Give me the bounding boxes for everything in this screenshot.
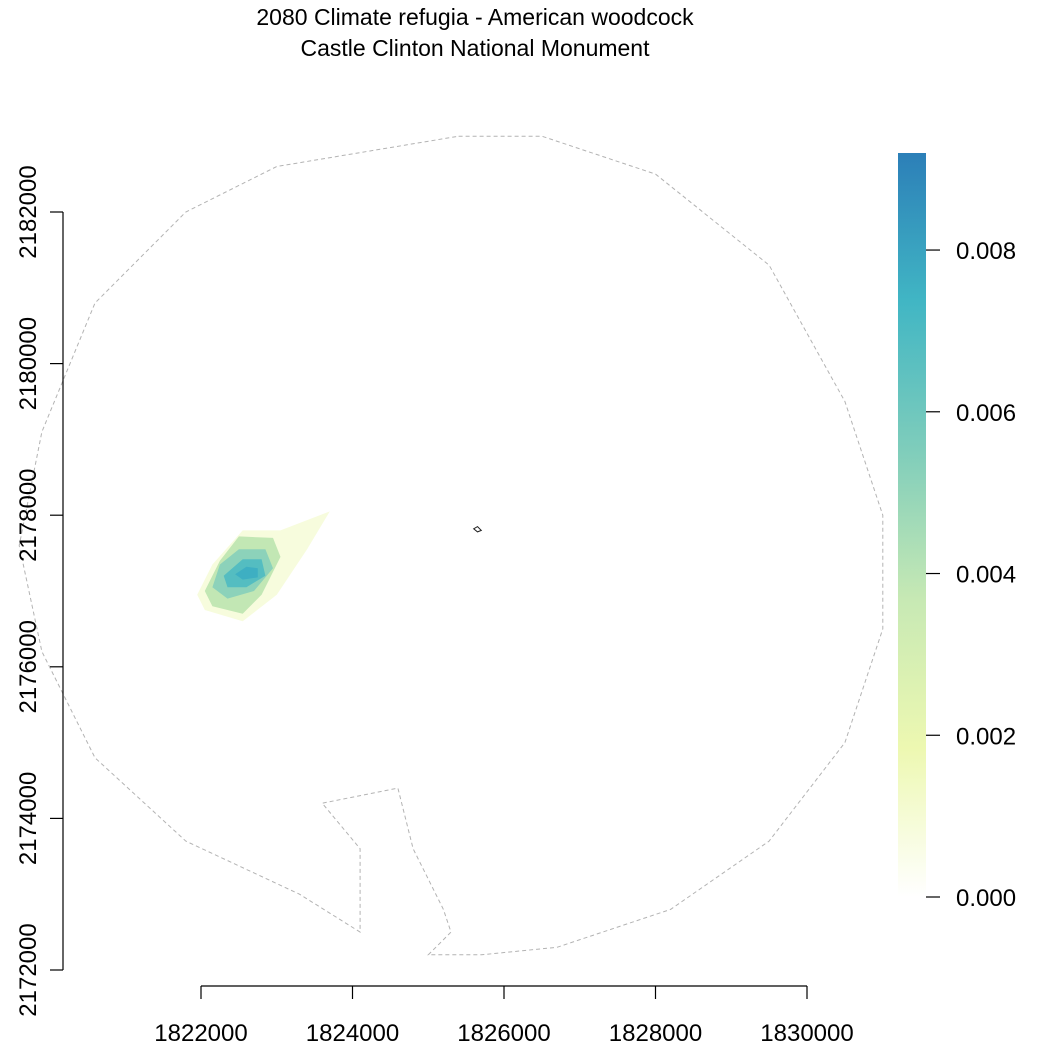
x-tick-label: 1822000 bbox=[154, 1020, 247, 1047]
legend-tick-label: 0.002 bbox=[956, 723, 1016, 750]
color-legend: 0.000 0.002 0.004 0.006 0.008 bbox=[898, 153, 1016, 912]
y-tick-label: 2176000 bbox=[15, 620, 42, 713]
legend-tick-label: 0.000 bbox=[956, 885, 1016, 912]
x-axis: 1822000 1824000 1826000 1828000 1830000 bbox=[154, 985, 854, 1047]
y-axis: 2172000 2174000 2176000 2178000 2180000 21820… bbox=[15, 165, 64, 1017]
legend-tick-label: 0.004 bbox=[956, 562, 1016, 589]
refugia-zone-5 bbox=[235, 566, 258, 580]
y-tick-label: 2182000 bbox=[15, 165, 42, 258]
chart-title: 2080 Climate refugia - American woodcock bbox=[256, 4, 694, 30]
x-tick-label: 1824000 bbox=[306, 1020, 399, 1047]
buffer-boundary bbox=[18, 135, 884, 956]
y-tick-label: 2174000 bbox=[15, 772, 42, 865]
park-boundary bbox=[472, 525, 483, 533]
y-tick-label: 2172000 bbox=[15, 923, 42, 1016]
plot-area bbox=[18, 135, 884, 956]
x-ticks: 1822000 1824000 1826000 1828000 1830000 bbox=[154, 986, 854, 1047]
x-tick-label: 1830000 bbox=[760, 1020, 853, 1047]
legend-colorbar bbox=[898, 153, 926, 897]
legend-tick-label: 0.006 bbox=[956, 400, 1016, 427]
refugia-layer bbox=[197, 511, 330, 622]
y-ticks: 2172000 2174000 2176000 2178000 2180000 21820… bbox=[15, 165, 63, 1017]
y-tick-label: 2178000 bbox=[15, 468, 42, 561]
y-tick-label: 2180000 bbox=[15, 317, 42, 410]
chart-subtitle: Castle Clinton National Monument bbox=[300, 35, 650, 61]
legend-tick-label: 0.008 bbox=[956, 238, 1016, 265]
legend-ticks: 0.000 0.002 0.004 0.006 0.008 bbox=[926, 238, 1016, 912]
x-tick-label: 1828000 bbox=[609, 1020, 702, 1047]
x-tick-label: 1826000 bbox=[457, 1020, 550, 1047]
